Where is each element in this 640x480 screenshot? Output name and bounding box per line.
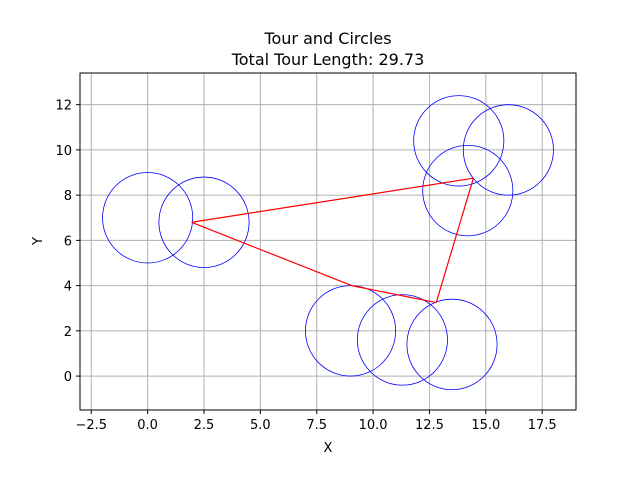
tour-segment	[191, 221, 352, 287]
grid-layer	[80, 73, 576, 410]
axes-frame	[79, 72, 577, 411]
circle-marker	[422, 144, 514, 237]
circles-series	[102, 95, 554, 391]
plot-area	[102, 95, 554, 391]
tour-segment	[435, 177, 474, 303]
x-tick-label: 10.0	[359, 418, 388, 433]
x-tick-label: 17.5	[528, 418, 557, 433]
circle-marker	[356, 294, 448, 386]
tour-segment	[351, 285, 437, 304]
y-tick-label: 8	[64, 189, 72, 204]
y-tick-label: 12	[55, 99, 72, 114]
x-tick-label: 7.5	[306, 418, 327, 433]
tour-series	[191, 177, 474, 304]
x-axis-label: X	[324, 441, 333, 456]
ticks-layer: −2.5 0.0 2.5 5.0 7.5 10.0 12.5 15.0 17.5 0 2 4 6 8 10 1…	[55, 99, 556, 433]
y-tick-label: 6	[64, 234, 72, 249]
chart-subtitle: Total Tour Length: 29.73	[231, 50, 425, 69]
y-tick-label: 0	[64, 370, 72, 385]
x-tick-label: 2.5	[194, 418, 215, 433]
x-tick-label: 5.0	[250, 418, 271, 433]
x-tick-label: 0.0	[137, 418, 158, 433]
tour-segment	[191, 177, 474, 223]
x-tick-label: 12.5	[415, 418, 444, 433]
circle-marker	[406, 298, 498, 391]
y-tick-label: 2	[64, 325, 72, 340]
x-tick-label: −2.5	[75, 418, 107, 433]
chart-title: Tour and Circles	[263, 29, 391, 48]
y-tick-label: 10	[55, 144, 72, 159]
circle-marker	[462, 104, 554, 196]
y-tick-label: 4	[64, 280, 72, 295]
y-axis-label: Y	[31, 237, 46, 246]
circle-marker	[158, 176, 250, 268]
circle-marker	[413, 95, 505, 187]
x-tick-label: 15.0	[471, 418, 500, 433]
circle-marker	[102, 172, 194, 264]
